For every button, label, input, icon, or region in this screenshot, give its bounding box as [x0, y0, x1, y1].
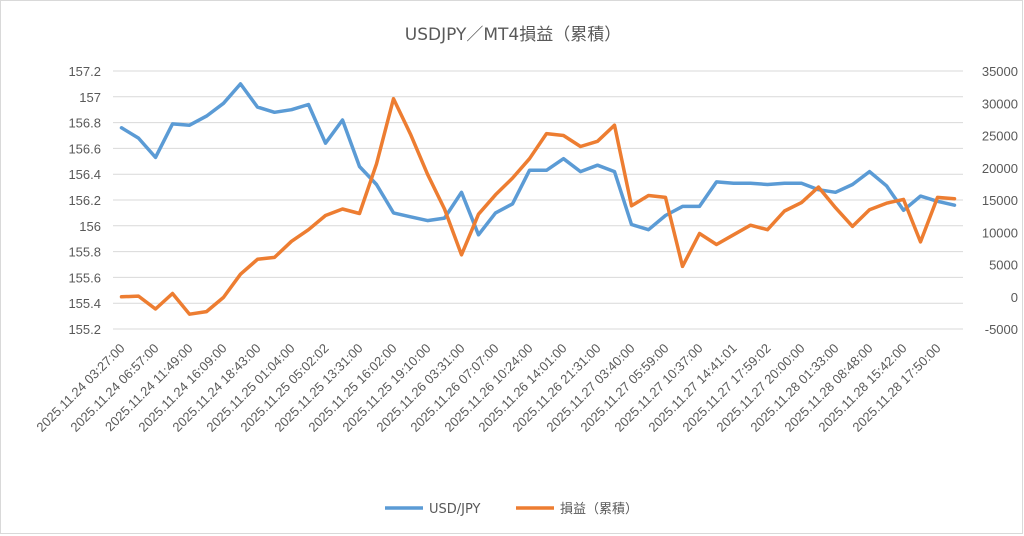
left-tick-label: 156.6: [68, 141, 101, 156]
legend: USD/JPY 損益（累積）: [385, 502, 638, 517]
left-axis-ticks: 155.2 155.4 155.6 155.8 156 156.2 156.4 156.6 15…: [68, 64, 101, 337]
left-tick-label: 157.2: [68, 64, 101, 79]
left-tick-label: 156.8: [68, 116, 101, 131]
right-tick-label: 0: [1011, 290, 1018, 305]
series-line-pnl: [119, 96, 957, 316]
right-tick-label: 25000: [982, 129, 1018, 144]
right-tick-label: 35000: [982, 64, 1018, 79]
left-tick-label: 155.8: [68, 245, 101, 260]
right-axis-ticks: -5000 0 5000 10000 15000 20000 25000 30000 35000: [982, 64, 1018, 337]
gridlines: [113, 70, 963, 330]
right-tick-label: 10000: [982, 225, 1018, 240]
legend-label: USD/JPY: [429, 502, 481, 517]
legend-label: 損益（累積）: [560, 502, 638, 517]
left-tick-label: 155.4: [68, 296, 101, 311]
series-line-usdjpy: [119, 82, 957, 237]
left-tick-label: 156.4: [68, 167, 101, 182]
left-tick-label: 155.6: [68, 270, 101, 285]
right-tick-label: 5000: [989, 258, 1018, 273]
chart-title: USDJPY／MT4損益（累積）: [405, 25, 621, 45]
right-tick-label: 30000: [982, 96, 1018, 111]
left-tick-label: 157: [79, 90, 101, 105]
left-tick-label: 156: [79, 219, 101, 234]
left-tick-label: 156.2: [68, 193, 101, 208]
right-tick-label: 15000: [982, 193, 1018, 208]
left-tick-label: 155.2: [68, 322, 101, 337]
right-tick-label: 20000: [982, 161, 1018, 176]
right-tick-label: -5000: [985, 322, 1018, 337]
series-lines: [119, 82, 957, 316]
